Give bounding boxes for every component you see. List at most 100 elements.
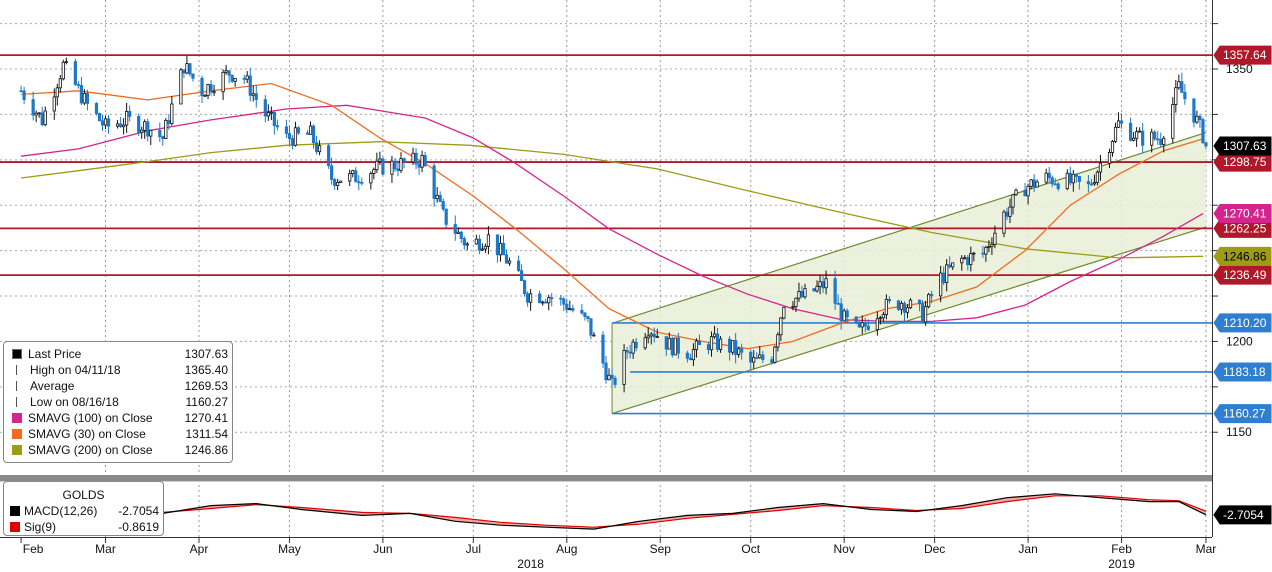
candle-body — [803, 288, 807, 298]
candle-body — [758, 354, 762, 359]
macd-legend-swatch — [10, 506, 20, 516]
y-tick-label: 1150 — [1226, 425, 1252, 439]
candle-body — [209, 84, 213, 93]
candle-body — [242, 77, 246, 80]
candle-body — [643, 337, 647, 349]
candle-body — [501, 243, 506, 256]
macd-line — [105, 493, 1207, 530]
candle-body — [149, 129, 153, 137]
candle-body — [230, 74, 234, 82]
candle-body — [308, 125, 313, 135]
x-month-label: Sep — [650, 542, 672, 556]
candle-body — [854, 316, 858, 323]
sma-100-line — [21, 104, 1204, 323]
candle-body — [79, 84, 84, 104]
candle-body — [1035, 181, 1039, 188]
candle-body — [1014, 189, 1018, 196]
candle-body — [305, 132, 310, 135]
candle-body — [731, 340, 735, 353]
legend-row: SMAVG (30) on Close 1311.54 — [8, 426, 228, 442]
legend-value: 1246.86 — [184, 443, 228, 457]
y-tick-label: 1350 — [1226, 62, 1253, 76]
candle-body — [818, 281, 822, 287]
candle-body — [1011, 194, 1015, 208]
candle-body — [393, 160, 397, 170]
candle-body — [164, 120, 168, 139]
legend-swatch — [12, 429, 22, 439]
candle-body — [990, 244, 994, 248]
candle-body — [477, 238, 481, 251]
legend-row: SMAVG (200) on Close 1246.86 — [8, 442, 228, 458]
candle-body — [327, 145, 331, 167]
candle-body — [1023, 189, 1027, 197]
legend-swatch — [12, 413, 22, 423]
candle-body — [887, 298, 892, 302]
candle-body — [631, 341, 635, 354]
candle-body — [920, 303, 925, 323]
value-tag-label: 1262.25 — [1223, 221, 1267, 235]
candle-body — [1026, 185, 1030, 197]
value-tag-shape — [1213, 404, 1272, 424]
candle-body — [571, 308, 575, 311]
candle-body — [1095, 171, 1100, 183]
candle-body — [688, 357, 693, 361]
legend-label: SMAVG (30) on Close — [28, 427, 146, 441]
candle-body — [878, 317, 882, 320]
candle-body — [529, 293, 533, 303]
candle-body — [519, 270, 524, 282]
candle-body — [438, 195, 442, 202]
candle-body — [115, 123, 120, 127]
candle-body — [547, 297, 551, 304]
candle-body — [1107, 152, 1112, 164]
candle-body — [1195, 115, 1199, 123]
price-candles — [19, 55, 1208, 393]
value-tag: 1210.20 — [1213, 313, 1272, 333]
candle-body — [1171, 104, 1175, 139]
candle-body — [942, 272, 946, 283]
candle-body — [146, 121, 150, 137]
candle-body — [417, 163, 421, 168]
candle-body — [317, 145, 322, 153]
value-tag-label: 1270.41 — [1223, 207, 1267, 221]
value-tag: 1246.86 — [1213, 246, 1272, 266]
candle-body — [143, 121, 147, 131]
candle-body — [420, 154, 424, 168]
candle-body — [899, 302, 904, 310]
candle-body — [128, 110, 132, 117]
candle-body — [987, 246, 991, 249]
candle-body — [655, 336, 659, 338]
candle-body — [1029, 179, 1033, 187]
candle-body — [1201, 119, 1205, 144]
candle-body — [824, 278, 828, 289]
candle-body — [842, 310, 846, 322]
macd-legend-value: -0.8619 — [118, 520, 159, 534]
candle-body — [233, 77, 237, 82]
macd-legend-row: Sig(9) -0.8619 — [8, 519, 159, 535]
value-tag: 1262.25 — [1213, 218, 1272, 238]
candle-body — [993, 232, 997, 245]
candle-body — [884, 298, 888, 316]
candle-body — [333, 179, 337, 186]
candle-body — [691, 349, 696, 361]
candle-body — [381, 158, 385, 175]
candle-body — [984, 246, 988, 255]
candle-body — [40, 112, 44, 126]
horizontal-levels — [0, 54, 1212, 415]
candle-body — [1132, 137, 1136, 141]
x-month-label: Mar — [1196, 542, 1217, 556]
candle-body — [375, 160, 379, 171]
value-tag: 1160.27 — [1213, 404, 1272, 424]
candle-body — [1153, 131, 1157, 140]
candle-body — [628, 351, 632, 354]
value-tag-shape — [1213, 505, 1272, 525]
legend-row: Average 1269.53 — [8, 378, 228, 394]
candle-body — [1128, 122, 1133, 141]
candle-body — [673, 337, 677, 356]
candle-body — [1005, 211, 1009, 217]
candle-body — [583, 312, 587, 317]
candle-body — [565, 303, 569, 310]
legend-value: 1270.41 — [184, 411, 228, 425]
candle-body — [441, 201, 445, 210]
candle-body — [538, 293, 542, 304]
